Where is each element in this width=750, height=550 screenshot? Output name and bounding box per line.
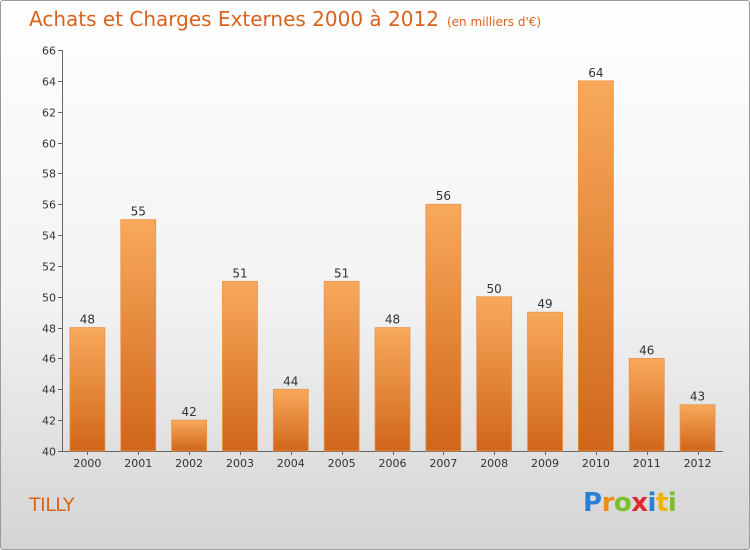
bar bbox=[120, 219, 157, 452]
y-tick-label: 56 bbox=[42, 199, 56, 212]
x-tick-label: 2002 bbox=[175, 457, 203, 470]
x-tick-label: 2000 bbox=[73, 457, 101, 470]
y-tick-label: 44 bbox=[42, 384, 56, 397]
y-tick-label: 52 bbox=[42, 261, 56, 274]
data-label: 46 bbox=[639, 343, 654, 357]
y-tick-label: 66 bbox=[42, 45, 56, 58]
bars bbox=[69, 80, 716, 452]
chart-title: Achats et Charges Externes 2000 à 2012 (e… bbox=[29, 7, 541, 31]
data-label: 49 bbox=[537, 297, 552, 311]
bar bbox=[222, 280, 258, 452]
bar bbox=[679, 404, 716, 452]
x-tick-label: 2009 bbox=[531, 457, 559, 470]
bar bbox=[527, 311, 563, 452]
y-tick-label: 58 bbox=[42, 168, 56, 181]
y-tick-label: 50 bbox=[42, 292, 56, 305]
x-tick-label: 2007 bbox=[429, 457, 457, 470]
axes: 40 42 44 46 48 50 52 54 56 58 60 62 64 66 2000 2001 2002… bbox=[42, 45, 723, 470]
data-label: 48 bbox=[80, 313, 95, 327]
bar bbox=[476, 296, 513, 452]
proxiti-logo[interactable]: Proxiti bbox=[583, 488, 677, 518]
x-tick-label: 2011 bbox=[633, 457, 661, 470]
data-label: 44 bbox=[283, 374, 298, 388]
logo-letter: P bbox=[583, 488, 602, 518]
data-labels: 48 55 42 51 44 51 48 56 50 49 64 46 43 bbox=[80, 66, 705, 419]
y-tick-label: 64 bbox=[42, 76, 56, 89]
y-tick-label: 54 bbox=[42, 230, 56, 243]
bar bbox=[628, 358, 665, 452]
bar bbox=[323, 280, 360, 452]
data-label: 51 bbox=[334, 266, 349, 280]
chart-subtitle: (en milliers d'€) bbox=[446, 15, 542, 29]
bar bbox=[374, 327, 411, 452]
y-tick-label: 42 bbox=[42, 415, 56, 428]
logo-letter: i bbox=[647, 488, 657, 518]
logo-letter: i bbox=[667, 488, 677, 518]
logo-letter: r bbox=[601, 488, 615, 518]
y-tick-label: 60 bbox=[42, 138, 56, 151]
data-label: 56 bbox=[436, 189, 451, 203]
x-tick-label: 2001 bbox=[124, 457, 152, 470]
x-tick-label: 2012 bbox=[684, 457, 712, 470]
logo-letter: o bbox=[613, 488, 632, 518]
y-tick-label: 48 bbox=[42, 323, 56, 336]
x-tick-label: 2008 bbox=[480, 457, 508, 470]
y-tick-label: 40 bbox=[42, 446, 56, 459]
logo-letter: x bbox=[631, 488, 648, 518]
x-tick-label: 2004 bbox=[277, 457, 305, 470]
bar bbox=[69, 327, 106, 452]
x-tick-label: 2010 bbox=[582, 457, 610, 470]
place-name: TILLY bbox=[29, 494, 74, 516]
bar bbox=[171, 419, 208, 452]
x-tick-label: 2005 bbox=[328, 457, 356, 470]
bar bbox=[577, 80, 614, 452]
bar bbox=[272, 388, 309, 452]
data-label: 43 bbox=[690, 390, 705, 404]
x-tick-label: 2003 bbox=[226, 457, 254, 470]
y-tick-label: 46 bbox=[42, 353, 56, 366]
logo-letter: t bbox=[655, 488, 668, 518]
data-label: 55 bbox=[131, 205, 146, 219]
title-text: Achats et Charges Externes 2000 à 2012 bbox=[29, 7, 439, 31]
bar bbox=[425, 203, 462, 452]
data-label: 51 bbox=[232, 266, 247, 280]
data-label: 48 bbox=[385, 313, 400, 327]
data-label: 42 bbox=[181, 405, 196, 419]
data-label: 64 bbox=[588, 66, 603, 80]
y-tick-label: 62 bbox=[42, 107, 56, 120]
x-tick-label: 2006 bbox=[379, 457, 407, 470]
data-label: 50 bbox=[487, 282, 502, 296]
